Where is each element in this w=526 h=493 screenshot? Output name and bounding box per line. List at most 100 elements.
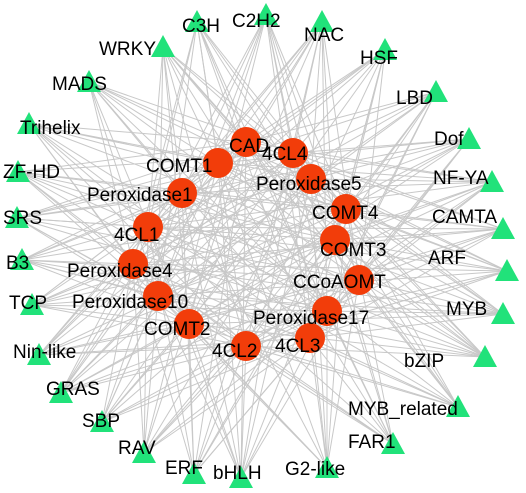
edge-FAR1-COMT1 — [217, 162, 394, 445]
gene-node-Peroxidase4 — [118, 249, 148, 279]
edge-MYB_related-CCoAOMT — [358, 279, 459, 408]
edge-SRS-Peroxidase17 — [16, 217, 328, 312]
tf-node-C2H2 — [254, 3, 278, 25]
tf-node-C3H — [185, 10, 209, 32]
edge-MADS-4CL3 — [88, 81, 311, 339]
edge-TCP-4CL2 — [31, 304, 247, 347]
edge-CAMTA-4CL4 — [292, 152, 504, 230]
tf-label-MYB: MYB — [446, 299, 487, 320]
edge-CAMTA-4CL1 — [147, 226, 504, 230]
edge-bZIP-Peroxidase10 — [157, 295, 486, 358]
edge-TCP-4CL3 — [31, 304, 311, 339]
tf-node-FAR1 — [381, 432, 405, 454]
edge-bZIP-CCoAOMT — [358, 279, 486, 358]
tf-label-FAR1: FAR1 — [348, 432, 396, 453]
tf-node-G2-like — [315, 456, 339, 478]
tf-label-SRS: SRS — [3, 208, 42, 229]
tf-node-Dof — [457, 127, 481, 149]
tf-label-SBP: SBP — [82, 411, 120, 432]
edge-RAV-CAD — [143, 141, 247, 454]
edge-SBP-4CL3 — [101, 337, 311, 423]
tf-label-ERF: ERF — [165, 458, 203, 479]
edge-RAV-Peroxidase4 — [132, 263, 145, 454]
edge-FAR1-Peroxidase17 — [326, 310, 394, 445]
edge-bHLH-COMT2 — [188, 323, 242, 479]
edge-B3-Peroxidase1 — [21, 192, 183, 261]
tf-node-LBD — [424, 80, 448, 102]
edge-WRKY-COMT1 — [162, 46, 219, 164]
tf-label-ZF-HD: ZF-HD — [3, 162, 60, 183]
edge-MYB-Peroxidase17 — [326, 310, 504, 315]
edge-bHLH-Peroxidase10 — [157, 295, 242, 479]
tf-label-C2H2: C2H2 — [232, 11, 281, 32]
edge-MYB_related-COMT4 — [345, 208, 459, 408]
edge-Nin-like-4CL3 — [38, 337, 311, 356]
edge-MADS-COMT1 — [88, 81, 219, 164]
tf-node-RAV — [132, 441, 156, 463]
gene-label-COMT4: COMT4 — [312, 203, 379, 224]
edge-NF-YA-4CL4 — [292, 152, 493, 183]
edge-Nin-like-4CL2 — [38, 345, 247, 356]
edge-Nin-like-COMT2 — [38, 323, 190, 356]
tf-node-MADS — [77, 70, 101, 92]
edge-MYB-4CL3 — [309, 313, 504, 339]
edge-ARF-COMT3 — [334, 239, 508, 272]
gene-node-layer — [118, 127, 374, 361]
tf-label-WRKY: WRKY — [99, 39, 156, 60]
edge-Trihelix-CAD — [28, 123, 247, 143]
gene-label-Peroxidase10: Peroxidase10 — [72, 292, 188, 313]
edge-GRAS-4CL4 — [60, 152, 294, 394]
edge-TCP-Peroxidase4 — [31, 263, 134, 306]
edge-B3-Peroxidase17 — [21, 259, 328, 312]
edge-MYB_related-4CL4 — [292, 152, 459, 408]
edge-WRKY-Peroxidase17 — [162, 46, 328, 312]
gene-label-Peroxidase1: Peroxidase1 — [87, 185, 193, 206]
edge-MYB_related-4CL1 — [147, 226, 459, 408]
tf-node-Nin-like — [27, 343, 51, 365]
edge-SRS-Peroxidase10 — [16, 217, 159, 297]
tf-label-HSF: HSF — [360, 48, 398, 69]
edge-MADS-Peroxidase1 — [88, 81, 183, 194]
tf-node-Trihelix — [17, 112, 41, 134]
edge-MYB-COMT4 — [345, 208, 504, 315]
edge-bHLH-COMT3 — [240, 239, 336, 479]
gene-node-4CL3 — [295, 323, 325, 353]
edge-ZF-HD-4CL1 — [17, 171, 149, 228]
tf-node-B3 — [10, 248, 34, 270]
edge-SBP-Peroxidase17 — [101, 310, 328, 423]
tf-label-NF-YA: NF-YA — [433, 168, 489, 189]
tf-label-LBD: LBD — [396, 88, 433, 109]
gene-label-Peroxidase4: Peroxidase4 — [67, 261, 173, 282]
edge-ERF-4CL3 — [193, 337, 311, 475]
gene-label-COMT3: COMT3 — [320, 240, 387, 261]
edge-SRS-4CL4 — [16, 152, 294, 219]
edge-TCP-Peroxidase17 — [31, 304, 328, 312]
edge-ERF-COMT3 — [193, 239, 336, 475]
edge-SRS-CCoAOMT — [16, 217, 360, 281]
edge-MYB-COMT1 — [217, 162, 504, 315]
edge-LBD-CAD — [245, 91, 437, 143]
gene-node-CCoAOMT — [344, 265, 374, 295]
tf-label-MYB_related: MYB_related — [348, 399, 458, 420]
edge-Dof-Peroxidase5 — [310, 138, 470, 180]
gene-node-Peroxidase10 — [143, 281, 173, 311]
gene-node-Peroxidase1 — [167, 178, 197, 208]
edge-ZF-HD-Peroxidase1 — [17, 171, 183, 194]
edge-WRKY-4CL2 — [162, 46, 247, 347]
tf-node-bZIP — [473, 345, 497, 367]
edge-HSF-COMT2 — [188, 49, 386, 325]
tf-node-NF-YA — [480, 170, 504, 192]
tf-label-G2-like: G2-like — [285, 459, 345, 480]
gene-node-COMT1 — [203, 148, 233, 178]
edge-C2H2-COMT4 — [265, 14, 347, 210]
tf-node-ARF — [495, 259, 519, 281]
edge-FAR1-4CL1 — [147, 226, 394, 445]
edge-NF-YA-4CL1 — [147, 181, 493, 228]
edge-CAMTA-4CL3 — [309, 228, 504, 339]
edge-SRS-4CL1 — [16, 217, 149, 228]
tf-node-MYB — [491, 302, 515, 324]
edge-RAV-Peroxidase10 — [143, 295, 159, 454]
edge-MADS-COMT2 — [88, 81, 190, 325]
